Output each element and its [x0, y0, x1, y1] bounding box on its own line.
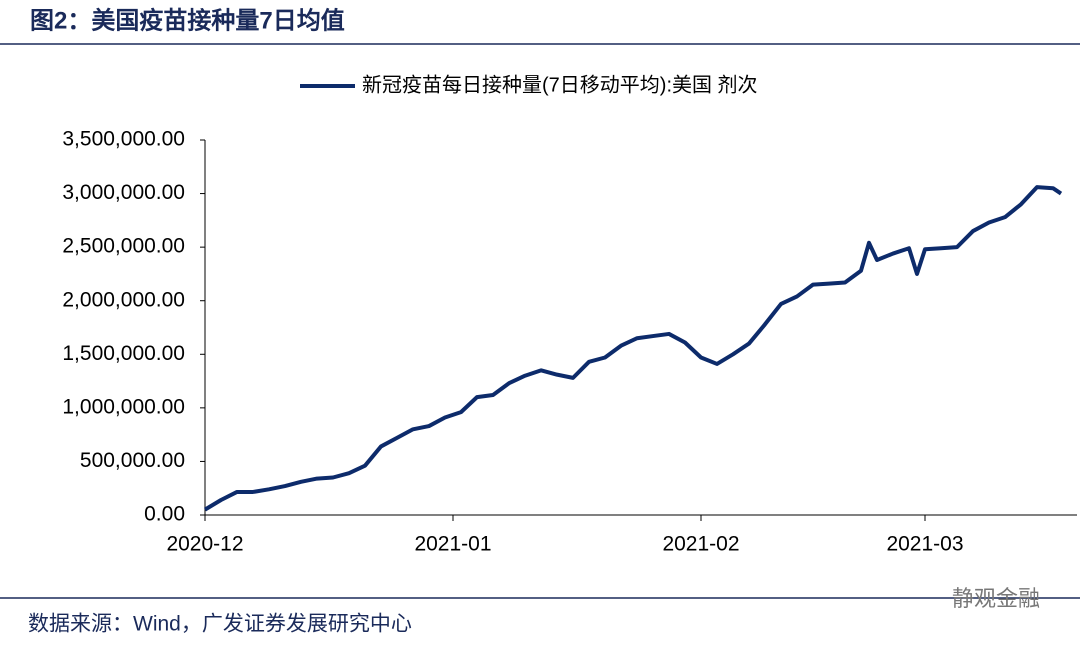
x-tick-label: 2020-12 [166, 533, 243, 556]
y-tick-label: 1,500,000.00 [62, 342, 185, 365]
x-tick-label: 2021-01 [414, 533, 491, 556]
watermark: 静观金融 [952, 586, 1040, 611]
y-tick-label: 3,500,000.00 [62, 128, 185, 151]
y-tick-label: 0.00 [144, 503, 185, 526]
x-tick-label: 2021-03 [886, 533, 963, 556]
source: 数据来源：Wind，广发证券发展研究中心 [28, 613, 412, 636]
legend-label: 新冠疫苗每日接种量(7日移动平均):美国 剂次 [362, 73, 758, 96]
x-tick-label: 2021-02 [662, 533, 739, 556]
y-tick-label: 1,000,000.00 [62, 395, 185, 418]
y-tick-label: 2,000,000.00 [62, 288, 185, 311]
y-tick-label: 2,500,000.00 [62, 235, 185, 258]
chart-title: 图2：美国疫苗接种量7日均值 [30, 6, 345, 34]
y-tick-label: 3,000,000.00 [62, 181, 185, 204]
y-tick-label: 500,000.00 [80, 449, 185, 472]
series-line [203, 185, 1063, 512]
